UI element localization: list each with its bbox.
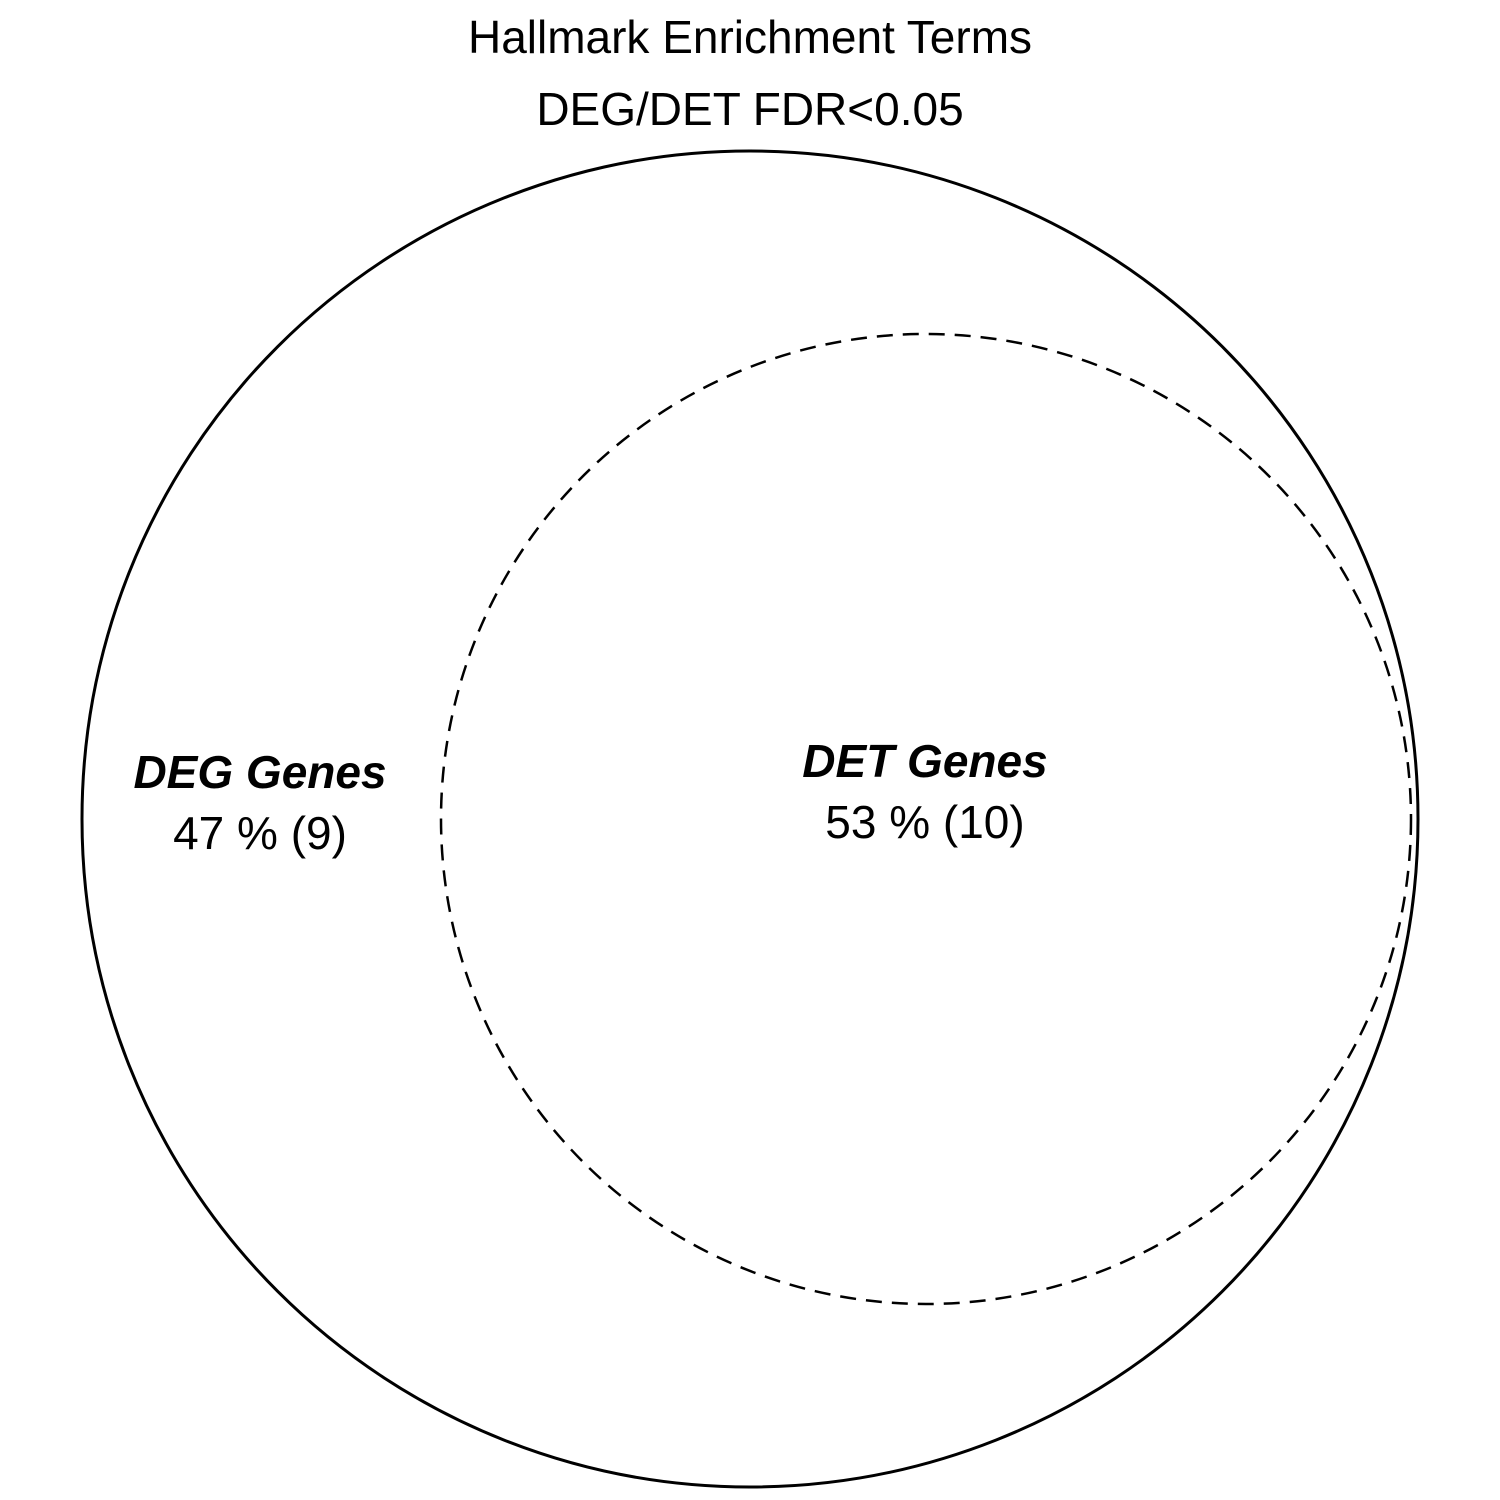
det-genes-circle (439, 332, 1413, 1306)
deg-genes-value: 47 % (9) (173, 807, 347, 859)
deg-genes-circle (80, 149, 1420, 1489)
diagram-title: Hallmark Enrichment Terms (467, 11, 1033, 63)
det-genes-label: DET Genes (802, 735, 1047, 787)
diagram-subtitle: DEG/DET FDR<0.05 (536, 83, 964, 135)
det-genes-value: 53 % (10) (825, 796, 1024, 848)
deg-genes-label: DEG Genes (133, 746, 386, 798)
